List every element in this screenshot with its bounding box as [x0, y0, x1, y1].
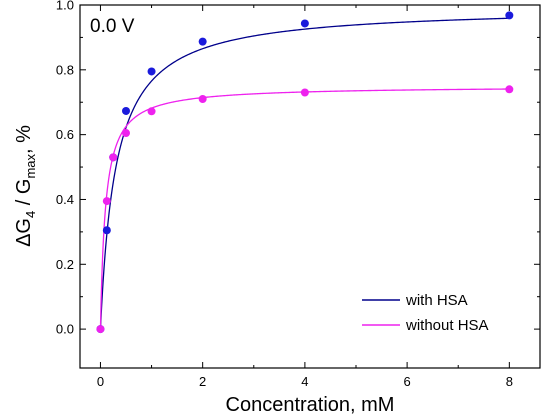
y-tick-label: 0.0 [56, 322, 74, 337]
legend-label: without HSA [405, 317, 489, 334]
data-point [102, 226, 111, 235]
y-label-sub2: max [23, 153, 38, 178]
data-point [300, 88, 309, 97]
data-point [505, 85, 514, 94]
y-label-suffix: , % [13, 125, 35, 154]
x-axis-label: Concentration, mM [226, 394, 395, 416]
y-tick-label: 0.8 [56, 62, 74, 77]
y-label-delta: ΔG [13, 218, 35, 247]
x-tick-label: 0 [97, 374, 104, 389]
voltage-annotation: 0.0 V [90, 16, 135, 37]
y-label-sub1: 4 [23, 211, 38, 218]
x-tick-label: 8 [506, 374, 513, 389]
data-point [122, 129, 130, 138]
data-point [505, 11, 514, 20]
y-tick-label: 0.2 [56, 257, 74, 272]
x-tick-label: 2 [199, 374, 206, 389]
y-axis-label: ΔG4 / Gmax, % [13, 125, 38, 247]
data-point [198, 94, 207, 103]
y-tick-label: 0.4 [56, 192, 74, 207]
data-point [102, 197, 111, 206]
y-tick-label: 1.0 [56, 0, 74, 13]
data-point [198, 37, 207, 46]
y-tick-label: 0.6 [56, 127, 74, 142]
data-point [147, 67, 156, 76]
data-point [122, 106, 130, 115]
x-tick-label: 6 [403, 374, 410, 389]
data-points [96, 11, 514, 334]
data-point [147, 107, 156, 116]
fit-curves [99, 17, 510, 330]
legend: with HSA without HSA [362, 292, 489, 334]
y-label-mid: / G [13, 179, 35, 211]
plot-frame [79, 4, 541, 369]
legend-label: with HSA [405, 292, 468, 309]
data-point [96, 325, 105, 334]
data-point [300, 19, 309, 28]
series-curve-0 [99, 17, 510, 330]
data-point [109, 153, 118, 162]
x-tick-label: 4 [301, 374, 308, 389]
axis-ticks: 0 2 4 6 8 0.0 0.2 0.4 0.6 0.8 1.0 [56, 0, 540, 389]
